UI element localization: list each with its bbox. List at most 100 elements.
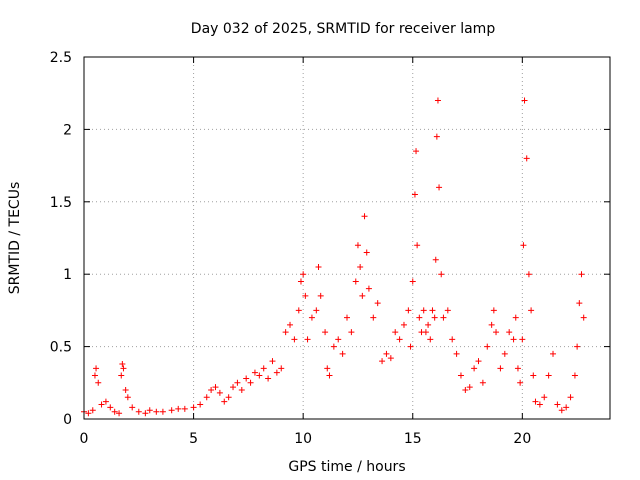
data-point <box>576 300 583 307</box>
data-point <box>434 97 441 104</box>
grid-layer <box>84 57 610 419</box>
data-point <box>339 350 346 357</box>
y-tick-label: 0.5 <box>50 340 72 356</box>
data-point <box>146 407 153 414</box>
data-point <box>554 401 561 408</box>
x-tick-label: 5 <box>189 431 198 447</box>
data-point <box>135 408 142 415</box>
data-point <box>295 307 302 314</box>
data-point <box>422 329 429 336</box>
x-tick-label: 0 <box>80 431 89 447</box>
ticks-layer: 0 0.5 1 1.5 2 2.5 0 5 10 15 20 <box>50 50 610 447</box>
data-point <box>230 384 237 391</box>
data-point <box>197 401 204 408</box>
data-point <box>519 336 526 343</box>
data-point <box>520 242 527 249</box>
data-point <box>400 321 407 328</box>
data-point <box>120 365 127 372</box>
data-point <box>449 336 456 343</box>
data-point <box>322 329 329 336</box>
data-point <box>411 191 418 198</box>
data-point <box>315 263 322 270</box>
data-point <box>563 404 570 411</box>
data-point <box>122 387 129 394</box>
data-point <box>287 321 294 328</box>
data-point <box>175 405 182 412</box>
data-point <box>471 365 478 372</box>
data-point <box>363 249 370 256</box>
x-tick-label: 10 <box>294 431 312 447</box>
data-point <box>396 336 403 343</box>
data-point <box>512 314 519 321</box>
chart-title: Day 032 of 2025, SRMTID for receiver lam… <box>191 21 496 37</box>
data-point <box>493 329 500 336</box>
data-point <box>374 300 381 307</box>
data-point <box>528 307 535 314</box>
data-point <box>379 358 386 365</box>
data-point <box>216 389 223 396</box>
data-point <box>457 372 464 379</box>
data-point <box>392 329 399 336</box>
data-point <box>212 384 219 391</box>
data-point <box>326 372 333 379</box>
data-point <box>95 379 102 386</box>
y-tick-label: 1 <box>63 267 72 283</box>
data-point <box>414 242 421 249</box>
data-point <box>361 213 368 220</box>
data-point <box>387 355 394 362</box>
marks-layer <box>81 97 587 417</box>
data-point <box>383 350 390 357</box>
data-point <box>317 292 324 299</box>
data-point <box>304 336 311 343</box>
data-point <box>567 394 574 401</box>
data-point <box>85 410 92 417</box>
data-point <box>525 271 532 278</box>
data-point <box>221 398 228 405</box>
data-point <box>308 314 315 321</box>
data-point <box>335 336 342 343</box>
data-point <box>436 184 443 191</box>
x-axis-label: GPS time / hours <box>288 459 405 475</box>
data-point <box>124 394 131 401</box>
data-point <box>407 343 414 350</box>
data-point <box>208 387 215 394</box>
data-point <box>344 314 350 321</box>
data-point <box>438 271 445 278</box>
data-point <box>433 133 440 140</box>
data-point <box>558 407 565 414</box>
data-point <box>429 307 436 314</box>
data-point <box>444 307 451 314</box>
data-point <box>119 360 126 367</box>
y-tick-label: 0 <box>63 412 72 428</box>
data-point <box>405 307 412 314</box>
data-point <box>168 407 175 414</box>
data-point <box>521 97 528 104</box>
data-point <box>107 404 114 411</box>
data-point <box>514 365 521 372</box>
data-point <box>484 343 491 350</box>
data-point <box>497 365 504 372</box>
data-point <box>490 307 497 314</box>
data-point <box>425 321 432 328</box>
data-point <box>501 350 508 357</box>
y-tick-label: 2 <box>63 122 72 138</box>
data-point <box>427 336 434 343</box>
data-point <box>159 408 166 415</box>
data-point <box>359 292 366 299</box>
data-point <box>541 394 548 401</box>
data-point <box>462 387 469 394</box>
data-point <box>313 307 320 314</box>
data-point <box>488 321 495 328</box>
data-point <box>190 404 197 411</box>
data-point <box>440 314 447 321</box>
data-point <box>413 148 420 155</box>
data-point <box>291 336 298 343</box>
data-point <box>550 350 557 357</box>
data-point <box>93 365 100 372</box>
data-point <box>102 398 109 405</box>
data-point <box>247 379 254 386</box>
data-point <box>297 278 304 285</box>
x-tick-label: 20 <box>513 431 531 447</box>
